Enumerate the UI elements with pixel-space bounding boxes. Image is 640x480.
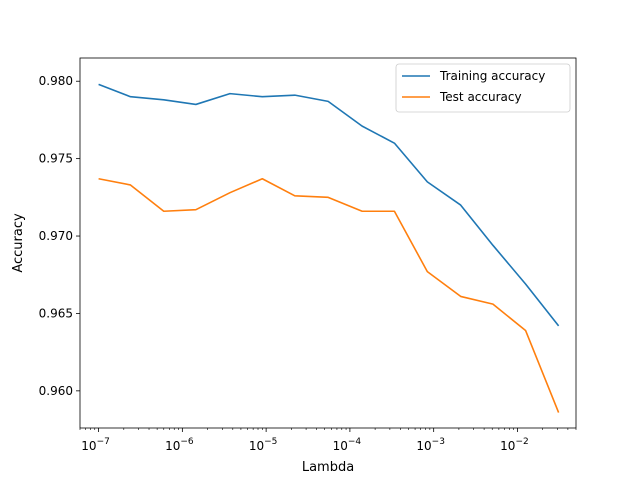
x-tick-label: 10−5 [249, 437, 278, 453]
legend: Training accuracy Test accuracy [395, 63, 571, 113]
y-tick-label: 0.970 [39, 229, 73, 243]
x-tick-label: 10−4 [333, 437, 362, 453]
x-axis-label: Lambda [302, 460, 354, 475]
x-tick-label-base: 10 [249, 439, 264, 453]
series-line [98, 177, 560, 413]
x-tick-label-exponent: −5 [264, 437, 277, 447]
x-tick-label: 10−7 [81, 437, 110, 453]
x-tick-label-base: 10 [500, 439, 515, 453]
series-line [98, 83, 560, 327]
legend-box [395, 63, 571, 113]
y-tick-label: 0.960 [39, 384, 73, 398]
x-tick-label-base: 10 [333, 439, 348, 453]
x-tick-label-base: 10 [165, 439, 180, 453]
x-tick-label: 10−3 [416, 437, 445, 453]
x-tick-label-base: 10 [416, 439, 431, 453]
x-tick-label-exponent: −2 [515, 437, 528, 447]
x-tick-label: 10−6 [165, 437, 194, 453]
x-tick-label: 10−2 [500, 437, 529, 453]
legend-label: Test accuracy [439, 90, 522, 104]
x-tick-label-exponent: −6 [180, 437, 194, 447]
y-axis-label: Accuracy [11, 213, 26, 273]
x-tick-label-base: 10 [81, 439, 96, 453]
y-tick-label: 0.975 [39, 152, 73, 166]
x-tick-label-exponent: −3 [432, 437, 445, 447]
legend-label: Training accuracy [439, 69, 545, 83]
y-tick-label: 0.980 [39, 74, 73, 88]
x-tick-label-exponent: −4 [348, 437, 362, 447]
y-tick-label: 0.965 [39, 306, 73, 320]
plot-frame [79, 57, 577, 429]
x-tick-label-exponent: −7 [97, 437, 110, 447]
